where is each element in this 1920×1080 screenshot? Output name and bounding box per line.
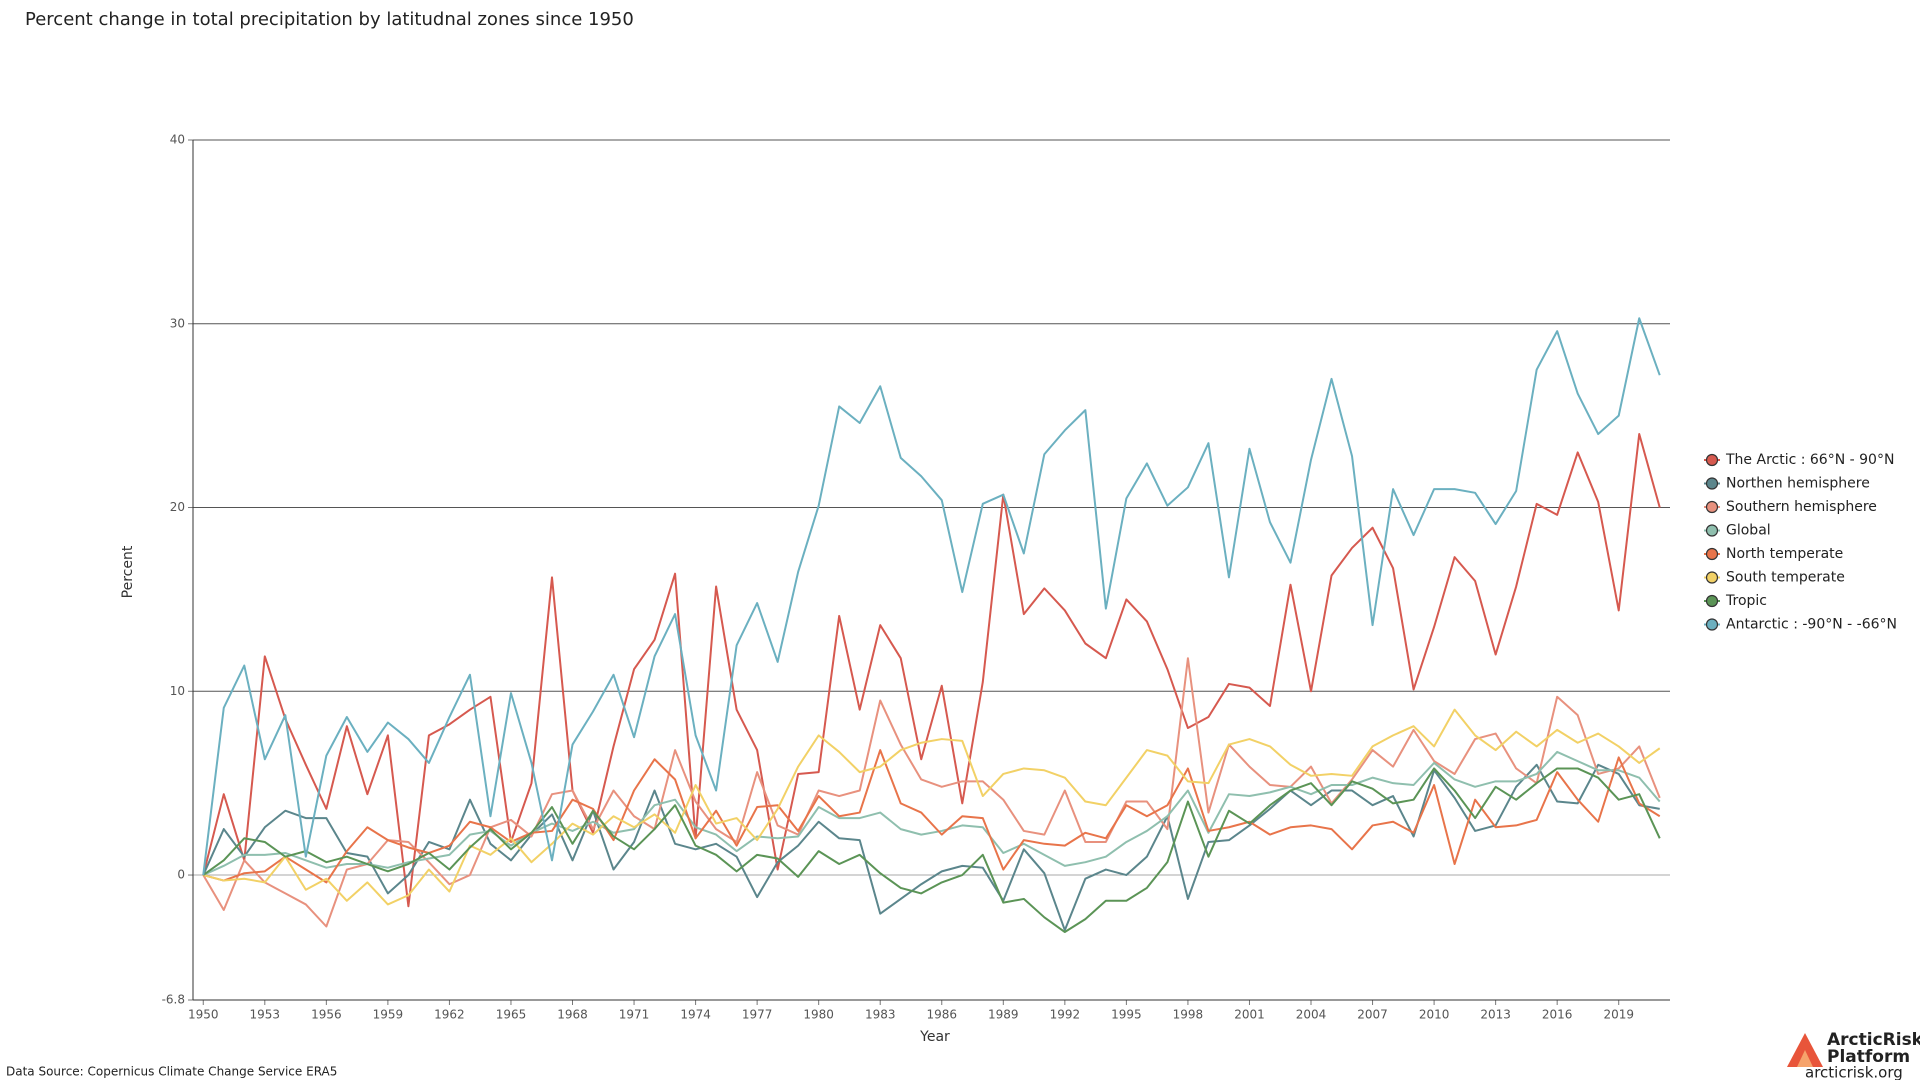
legend-item: South temperate (1704, 570, 1845, 586)
x-tick-label: 1974 (680, 1008, 711, 1022)
logo-url: arcticrisk.org (1805, 1064, 1903, 1080)
legend-label: Antarctic : -90°N - -66°N (1726, 617, 1897, 633)
y-axis-label: Percent (120, 545, 136, 598)
x-tick-label: 1980 (803, 1008, 834, 1022)
x-tick-label: 2010 (1419, 1008, 1450, 1022)
series-line (202, 767, 1661, 934)
legend-swatch (1705, 547, 1719, 561)
series-line (202, 433, 1661, 908)
x-tick-label: 1950 (188, 1008, 219, 1022)
series-line (202, 317, 1661, 876)
legend-item: Tropic (1704, 593, 1767, 609)
legend-label: North temperate (1726, 546, 1843, 562)
x-tick-label: 2001 (1234, 1008, 1265, 1022)
legend-swatch (1705, 618, 1719, 631)
x-tick-label: 1968 (557, 1008, 588, 1022)
legend-item: The Arctic : 66°N - 90°N (1704, 452, 1894, 468)
y-tick-label: 10 (170, 684, 185, 698)
legend-swatch (1705, 571, 1719, 584)
y-tick-label: 30 (170, 316, 185, 330)
x-tick-label: 1992 (1050, 1008, 1081, 1022)
legend-label: Tropic (1725, 593, 1767, 609)
x-tick-label: 1965 (496, 1008, 527, 1022)
x-tick-label: 2013 (1480, 1008, 1511, 1022)
x-tick-label: 1956 (311, 1008, 342, 1022)
logo-name: ArcticRisk (1827, 1030, 1920, 1050)
x-tick-label: 1959 (373, 1008, 404, 1022)
x-tick-label: 1971 (619, 1008, 650, 1022)
legend-item: Southern hemisphere (1704, 499, 1877, 515)
legend-label: Northen hemisphere (1726, 476, 1870, 492)
y-tick-label: 20 (170, 500, 185, 514)
legend-label: The Arctic : 66°N - 90°N (1725, 452, 1894, 468)
x-tick-label: 1986 (926, 1008, 957, 1022)
legend-item: North temperate (1704, 546, 1843, 562)
legend-item: Antarctic : -90°N - -66°N (1704, 617, 1897, 633)
x-axis-label: Year (919, 1029, 950, 1045)
x-tick-label: 2004 (1296, 1008, 1327, 1022)
series-line (202, 750, 1661, 876)
y-tick-label: -6.8 (162, 993, 185, 1007)
legend-swatch (1705, 453, 1719, 467)
legend-swatch (1705, 477, 1719, 490)
legend-swatch (1705, 500, 1719, 514)
x-tick-label: 1977 (742, 1008, 773, 1022)
logo-subtitle: Platform (1827, 1047, 1910, 1067)
x-tick-label: 1995 (1111, 1008, 1142, 1022)
y-tick-label: 0 (177, 868, 185, 882)
x-tick-label: 2019 (1603, 1008, 1634, 1022)
series-line (203, 708, 1661, 906)
x-tick-label: 1989 (988, 1008, 1019, 1022)
x-tick-label: 2007 (1357, 1008, 1388, 1022)
legend-label: South temperate (1726, 570, 1845, 586)
legend-swatch (1705, 524, 1719, 537)
x-tick-label: 1998 (1173, 1008, 1204, 1022)
legend-item: Northen hemisphere (1704, 476, 1870, 492)
x-tick-label: 1962 (434, 1008, 465, 1022)
logo: ArcticRisk Platform arcticrisk.org (1787, 1030, 1920, 1080)
series-line (202, 657, 1661, 928)
y-tick-label: 40 (170, 133, 185, 147)
series-line (203, 749, 1661, 884)
legend-swatch (1705, 594, 1719, 608)
chart-title: Percent change in total precipitation by… (25, 9, 634, 30)
legend-label: Southern hemisphere (1726, 499, 1877, 515)
x-tick-label: 1983 (865, 1008, 896, 1022)
source-note: Data Source: Copernicus Climate Change S… (6, 1065, 337, 1079)
legend-item: Global (1704, 523, 1771, 539)
x-tick-label: 1953 (250, 1008, 281, 1022)
legend-label: Global (1726, 523, 1771, 539)
x-tick-label: 2016 (1542, 1008, 1573, 1022)
logo-mark (1797, 1050, 1813, 1067)
